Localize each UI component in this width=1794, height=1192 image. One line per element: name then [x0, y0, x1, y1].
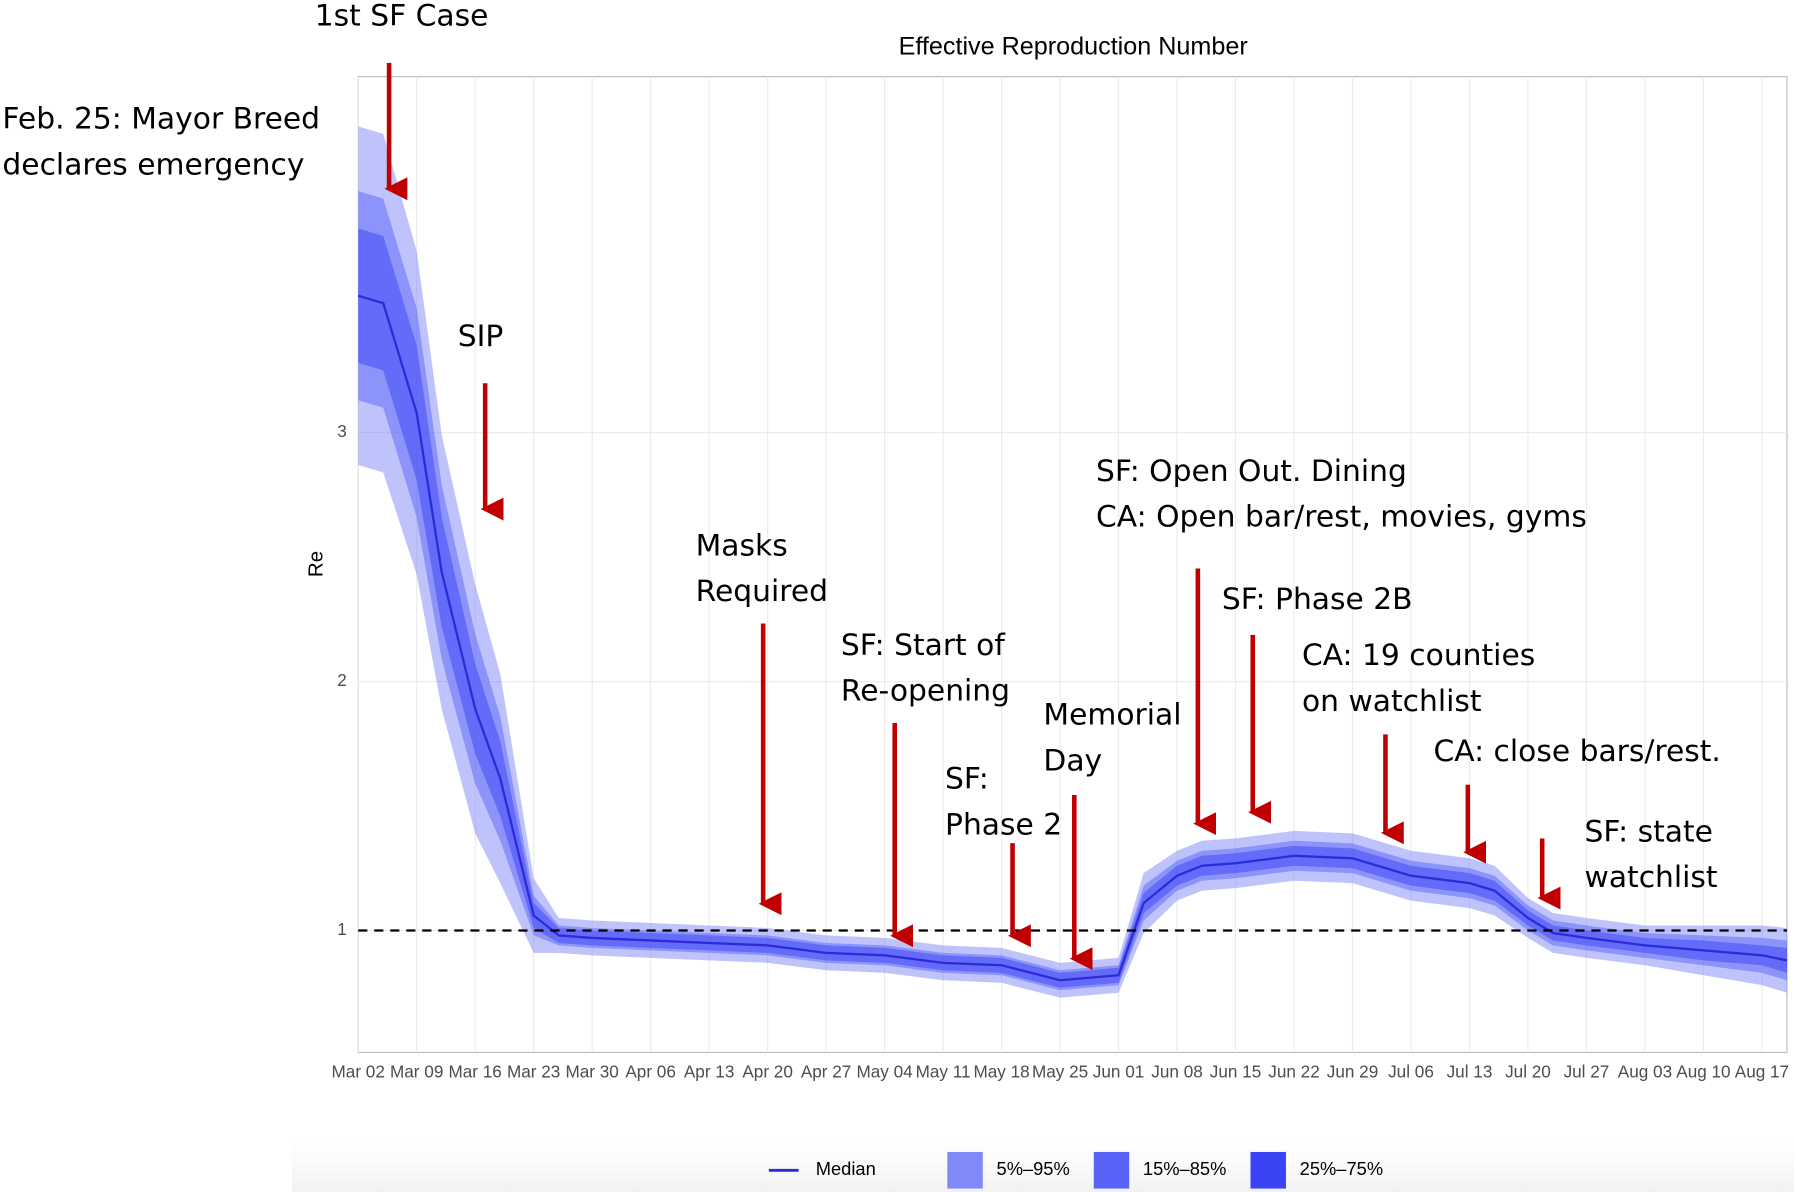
x-tick-label: Jun 22 [1268, 1062, 1319, 1082]
annotation-text: SF: [945, 762, 989, 797]
y-axis-label: Re [304, 551, 327, 577]
y-tick-label: 1 [337, 919, 347, 939]
x-tick-label: Jul 06 [1388, 1062, 1434, 1082]
legend-swatch [1250, 1151, 1286, 1189]
annotation-text: SF: Open Out. Dining [1096, 454, 1407, 489]
annotation-text: on watchlist [1302, 684, 1482, 719]
annotation-text: Memorial [1043, 698, 1181, 733]
annotation-text: CA: 19 counties [1302, 638, 1535, 673]
legend-label: 25%–75% [1300, 1158, 1383, 1179]
annotation-text: CA: close bars/rest. [1434, 734, 1721, 769]
legend-swatch [947, 1151, 983, 1189]
x-tick-label: Aug 17 [1735, 1062, 1789, 1082]
x-tick-label: Jun 08 [1151, 1062, 1202, 1082]
annotation-text: Re-opening [841, 674, 1010, 709]
x-tick-label: Jun 01 [1093, 1062, 1144, 1082]
annotation-text: watchlist [1585, 860, 1718, 895]
chart-title: Effective Reproduction Number [899, 33, 1248, 61]
x-tick-label: May 11 [916, 1062, 971, 1082]
x-tick-label: Aug 10 [1676, 1062, 1730, 1082]
x-tick-label: Mar 09 [390, 1062, 443, 1082]
annotation-text: Required [696, 574, 828, 609]
legend-label: 15%–85% [1143, 1158, 1226, 1179]
legend-swatch [1093, 1151, 1130, 1189]
x-tick-label: Mar 02 [332, 1062, 385, 1082]
legend-label: Median [816, 1158, 876, 1179]
x-tick-label: Jun 29 [1327, 1062, 1378, 1082]
x-tick-label: Apr 06 [625, 1062, 676, 1082]
annotation-text: SF: Start of [841, 628, 1006, 663]
x-tick-label: Mar 23 [507, 1062, 560, 1082]
x-tick-label: Aug 03 [1618, 1062, 1672, 1082]
annotation-text: Day [1043, 743, 1102, 778]
x-tick-label: May 18 [973, 1062, 1029, 1082]
annotation-text: Masks [696, 528, 788, 563]
annotation-text: declares emergency [2, 147, 304, 182]
annotation-text: SIP [458, 319, 504, 354]
annotation-text: 1st SF Case [315, 0, 489, 34]
x-tick-label: Mar 30 [565, 1062, 618, 1082]
x-tick-label: Apr 20 [742, 1062, 793, 1082]
median-line [357, 294, 1788, 982]
annotation-text: SF: Phase 2B [1222, 582, 1413, 617]
x-tick-label: May 25 [1032, 1062, 1088, 1082]
annotation-text: Phase 2 [945, 807, 1062, 842]
x-tick-label: Mar 16 [448, 1062, 501, 1082]
x-tick-label: Apr 13 [684, 1062, 735, 1082]
annotation-text: Feb. 25: Mayor Breed [2, 102, 320, 137]
legend-label: 5%–95% [997, 1158, 1070, 1179]
legend-background [291, 1141, 1794, 1192]
x-tick-label: Jul 13 [1447, 1062, 1493, 1082]
x-tick-label: Apr 27 [801, 1062, 852, 1082]
annotation-text: SF: state [1585, 814, 1713, 849]
annotation-text: CA: Open bar/rest, movies, gyms [1096, 500, 1587, 535]
y-tick-label: 3 [337, 421, 347, 441]
x-tick-label: Jul 27 [1564, 1062, 1610, 1082]
y-tick-label: 2 [337, 670, 347, 690]
x-tick-label: May 04 [856, 1062, 913, 1082]
x-tick-label: Jun 15 [1210, 1062, 1261, 1082]
x-tick-label: Jul 20 [1505, 1062, 1551, 1082]
